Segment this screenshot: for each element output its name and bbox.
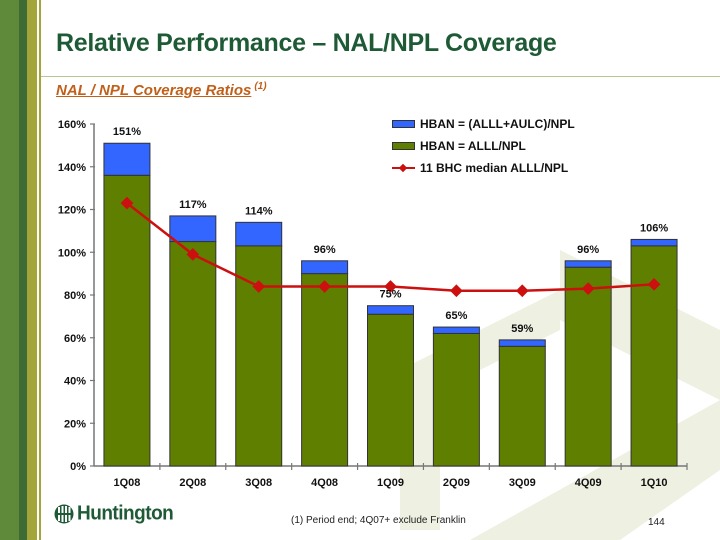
y-tick-label: 40% [64,376,86,388]
y-tick-label: 0% [70,461,86,473]
bar-allll [432,332,480,467]
bar-total-segment [367,305,414,315]
median-marker [120,196,134,210]
data-label: 151% [113,126,141,138]
legend-swatch-line [392,163,415,173]
x-tick-label: 1Q10 [641,477,668,489]
x-tick-label: 1Q08 [113,477,140,489]
legend-swatch-blue [392,120,415,128]
sidebar-stripe-dark-green [19,0,27,540]
bar-total-segment [630,238,678,247]
data-label: 114% [245,205,273,217]
page-title: Relative Performance – NAL/NPL Coverage [56,29,557,57]
data-label: 59% [511,323,533,335]
bar-allll [367,313,414,467]
footnote: (1) Period end; 4Q07+ exclude Franklin [291,515,466,526]
bar-total-segment [498,339,546,347]
y-tick-label: 100% [58,247,86,259]
chart-subtitle: NAL / NPL Coverage Ratios (1) [56,81,267,99]
legend-label: 11 BHC median ALLL/NPL [420,161,569,175]
data-label: 96% [314,244,336,256]
bar-allll [564,266,612,467]
data-label: 117% [179,199,207,211]
bar-allll [103,174,151,467]
sidebar-stripe-thin [39,0,41,540]
sidebar-stripe-green [0,0,19,540]
legend-item-allll: HBAN = ALLL/NPL [392,135,575,157]
y-tick-label: 160% [58,119,86,131]
bar-total-segment [301,260,349,275]
median-marker [515,284,529,298]
x-tick-label: 2Q09 [443,477,470,489]
bar-total-segment [169,215,217,243]
legend-swatch-green [392,142,415,150]
y-tick-label: 140% [58,162,86,174]
legend-item-median: 11 BHC median ALLL/NPL [392,157,575,179]
chart-legend: HBAN = (ALLL+AULC)/NPL HBAN = ALLL/NPL 1… [392,113,575,179]
bar-total-segment [235,221,283,247]
data-label: 96% [577,244,599,256]
bar-total-segment [564,260,612,268]
footnote-marker: (1) [254,81,267,92]
sidebar-stripe-olive [27,0,37,540]
x-tick-label: 3Q08 [245,477,272,489]
page-number: 144 [648,517,665,528]
legend-label: HBAN = ALLL/NPL [420,139,526,153]
bar-total-segment [432,326,480,334]
bar-total-segment [103,142,151,176]
logo-text: Huntington [77,502,174,525]
median-marker [450,284,463,298]
x-tick-label: 3Q09 [509,477,536,489]
legend-item-total: HBAN = (ALLL+AULC)/NPL [392,113,575,135]
huntington-logo-icon [54,504,74,524]
data-label: 65% [445,310,467,322]
y-tick-label: 20% [64,418,86,430]
chart-subtitle-text: NAL / NPL Coverage Ratios [56,82,252,99]
y-tick-label: 80% [64,290,86,302]
legend-label: HBAN = (ALLL+AULC)/NPL [420,117,575,131]
median-marker [186,248,200,261]
median-marker [384,280,397,293]
data-label: 75% [379,289,401,301]
median-marker [318,280,331,293]
title-divider [41,76,720,77]
data-label: 106% [640,222,668,234]
x-tick-label: 2Q08 [179,477,206,489]
huntington-logo: Huntington [54,502,174,525]
y-tick-label: 120% [58,205,86,217]
median-marker [252,280,266,293]
y-tick-label: 60% [64,333,86,345]
bar-allll [169,241,217,467]
bar-allll [498,345,546,467]
x-tick-label: 1Q09 [377,477,404,489]
bar-allll [301,273,349,467]
x-tick-label: 4Q09 [575,477,602,489]
x-tick-label: 4Q08 [311,477,338,489]
